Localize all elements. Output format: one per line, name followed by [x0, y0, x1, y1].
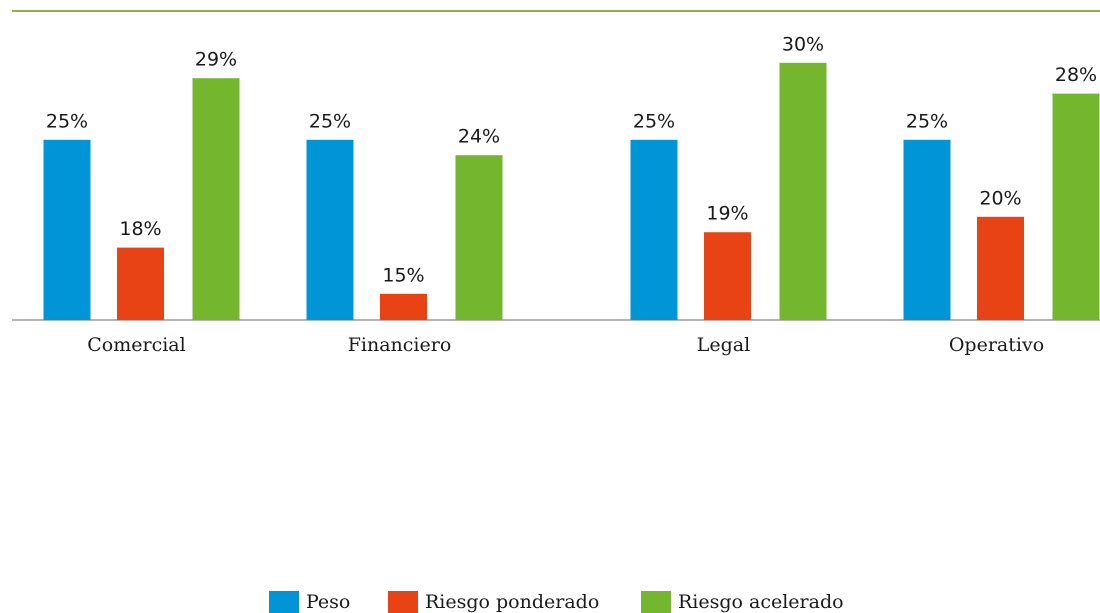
x-tick-label: Operativo — [949, 334, 1044, 356]
x-tick-label: Comercial — [87, 334, 185, 356]
value-label: 19% — [706, 203, 748, 225]
bar — [779, 62, 827, 321]
legend-swatch — [388, 591, 418, 613]
value-label: 18% — [119, 218, 161, 240]
x-tick-label: Financiero — [348, 334, 452, 356]
bar — [1052, 93, 1100, 320]
value-label: 15% — [382, 264, 424, 286]
value-label: 29% — [195, 49, 237, 71]
bar — [306, 139, 354, 320]
value-label: 30% — [782, 33, 824, 55]
bar — [903, 139, 951, 320]
bar — [630, 139, 678, 320]
bar — [977, 216, 1024, 320]
value-label: 24% — [458, 126, 500, 148]
value-label: 25% — [633, 110, 675, 132]
bar — [380, 293, 427, 320]
legend-label: Riesgo acelerado — [678, 591, 844, 613]
bar — [704, 232, 751, 320]
value-label: 25% — [46, 110, 88, 132]
value-label: 28% — [1055, 64, 1097, 86]
bar — [43, 139, 91, 320]
legend-swatch — [641, 591, 671, 613]
value-label: 20% — [979, 187, 1021, 209]
value-label: 25% — [309, 110, 351, 132]
bar — [455, 155, 503, 320]
bar — [192, 78, 240, 320]
legend-label: Peso — [306, 591, 350, 613]
x-tick-label: Legal — [697, 334, 750, 356]
value-label: 25% — [906, 110, 948, 132]
legend-swatch — [269, 591, 299, 613]
legend-label: Riesgo ponderado — [425, 591, 599, 613]
bar — [117, 247, 164, 320]
